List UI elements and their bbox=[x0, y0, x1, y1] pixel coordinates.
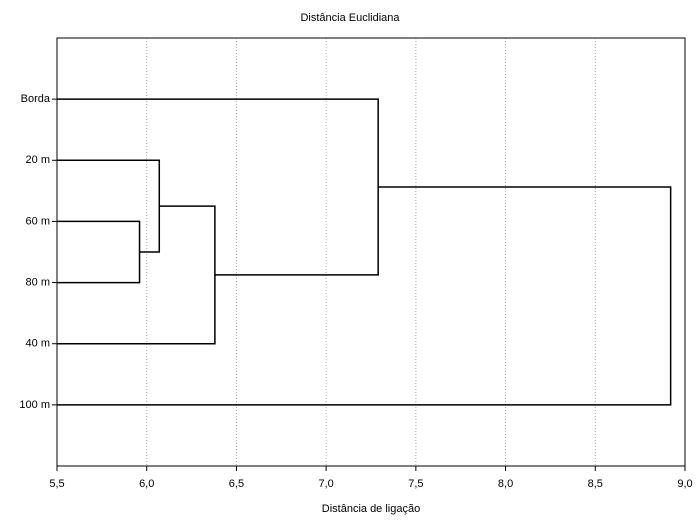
leaf-label: 100 m bbox=[19, 399, 50, 411]
leaf-label: 60 m bbox=[26, 215, 50, 227]
leaf-label: Borda bbox=[21, 93, 51, 105]
chart-title: Distância Euclidiana bbox=[300, 12, 400, 24]
x-tick-label: 9,0 bbox=[677, 478, 692, 490]
x-tick-label: 5,5 bbox=[49, 478, 64, 490]
leaf-label: 80 m bbox=[26, 276, 50, 288]
plot-frame bbox=[56, 37, 686, 467]
x-tick-label: 6,5 bbox=[229, 478, 244, 490]
dendrogram-link bbox=[57, 98, 379, 276]
dendrogram-link bbox=[57, 186, 672, 406]
x-axis-label: Distância de ligação bbox=[322, 503, 420, 515]
dendrogram-link bbox=[57, 159, 161, 253]
leaf-label: 40 m bbox=[26, 338, 50, 350]
dendrogram-link bbox=[57, 205, 216, 345]
x-tick-label: 7,5 bbox=[408, 478, 423, 490]
x-tick-label: 7,0 bbox=[318, 478, 333, 490]
dendrogram-link bbox=[57, 220, 141, 284]
leaf-label: 20 m bbox=[26, 154, 50, 166]
x-tick-label: 8,0 bbox=[498, 478, 513, 490]
x-tick-label: 6,0 bbox=[139, 478, 154, 490]
x-tick-label: 8,5 bbox=[588, 478, 603, 490]
